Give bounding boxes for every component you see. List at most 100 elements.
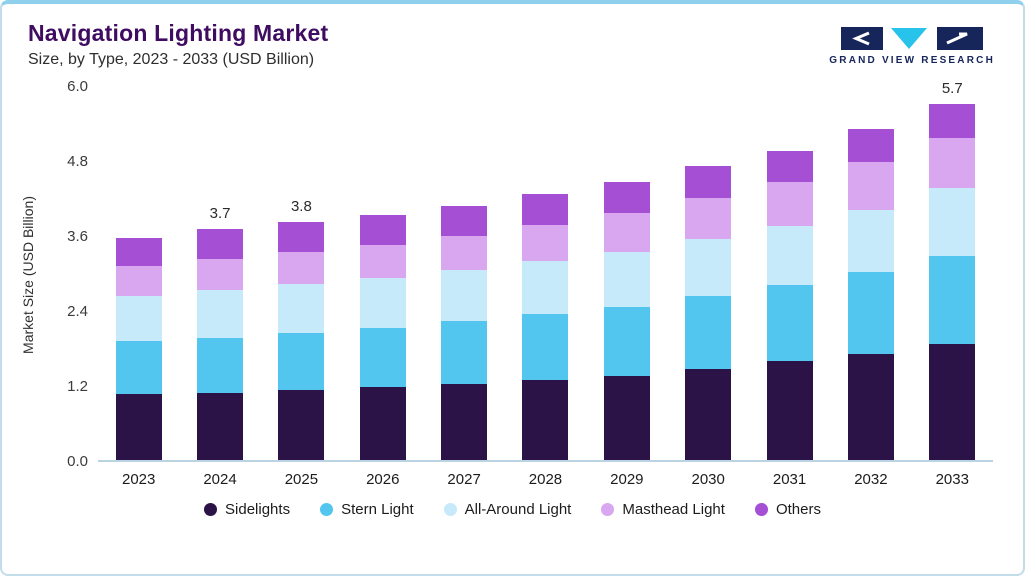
x-axis-labels: 2023 2024 2025 2026 2027 2028 2029 2030 2031 2032… [98, 462, 993, 488]
y-tick-label: 2.4 [67, 303, 88, 320]
bar-segment-all-around-light [685, 238, 732, 297]
bar-segment-others [197, 228, 244, 259]
bar-column-2025: 3.8 [261, 87, 342, 460]
bar-segment-others [359, 215, 406, 246]
bar-segment-stern-light [522, 314, 569, 380]
legend-swatch-all-around-light [443, 503, 457, 516]
x-axis-label: 2033 [935, 471, 969, 488]
bar-segment-all-around-light [115, 296, 162, 342]
bar-segment-sidelights [359, 386, 406, 460]
title-block: Navigation Lighting Market Size, by Type… [28, 20, 328, 69]
page-title: Navigation Lighting Market [28, 20, 329, 46]
chart-main: 3.7 3.8 5.7 2023 2024 2025 2026 2027 2028 2029 20… [98, 80, 993, 488]
bar-segment-all-around-light [278, 283, 325, 333]
bar-segment-sidelights [847, 353, 894, 460]
y-tick-label: 3.6 [67, 228, 88, 245]
page-subtitle: Size, by Type, 2023 - 2033 (USD Billion) [28, 51, 315, 68]
bar-segment-stern-light [929, 255, 976, 345]
y-tick-label: 1.2 [67, 378, 88, 395]
bar-column-2029 [586, 87, 667, 460]
bar-segment-others [847, 128, 894, 163]
bar-column-2023 [98, 87, 179, 460]
bar-segment-others [441, 205, 488, 236]
bar-column-2028 [505, 87, 586, 460]
x-axis-label: 2023 [121, 471, 156, 488]
x-axis-label: 2029 [610, 471, 644, 488]
chart-header: Navigation Lighting Market Size, by Type… [2, 4, 1023, 73]
bar-segment-masthead-light [522, 225, 569, 262]
x-axis-label: 2032 [854, 471, 888, 488]
bar-segment-others [278, 222, 325, 253]
bar-segment-stern-light [359, 327, 406, 387]
stacked-bar-2026 [359, 215, 406, 460]
bar-segment-masthead-light [847, 162, 894, 210]
stacked-bar-2033 [929, 103, 976, 460]
bar-segment-stern-light [441, 321, 488, 384]
bar-segment-masthead-light [278, 252, 325, 284]
bar-segment-all-around-light [197, 290, 244, 338]
bar-segment-sidelights [766, 361, 813, 460]
stacked-bar-2032 [847, 128, 894, 460]
y-tick-label: 0.0 [67, 453, 88, 470]
logo-mark-icon [841, 27, 984, 50]
bar-segment-stern-light [847, 272, 894, 354]
legend-label: Masthead Light [622, 501, 725, 518]
bar-segment-all-around-light [766, 225, 813, 285]
legend-item-sidelights: Sidelights [204, 501, 290, 518]
plot-area: 3.7 3.8 5.7 [98, 80, 993, 462]
stacked-bar-2027 [441, 205, 488, 460]
bar-segment-others [685, 166, 732, 198]
legend-swatch-sidelights [204, 503, 218, 516]
x-axis-label: 2024 [203, 471, 237, 488]
stacked-bar-2024 [197, 228, 244, 460]
logo-text: GRAND VIEW RESEARCH [829, 55, 995, 66]
bar-segment-sidelights [522, 380, 569, 460]
legend-label: Sidelights [225, 501, 291, 518]
stacked-bar-2031 [766, 150, 813, 460]
bar-segment-all-around-light [847, 209, 894, 273]
bar-segment-all-around-light [929, 188, 976, 256]
bar-column-2031 [749, 87, 830, 460]
y-axis-title: Market Size (USD Billion) [20, 195, 36, 354]
x-axis-label: 2028 [528, 471, 563, 488]
bar-segment-others [115, 238, 162, 267]
legend-item-others: Others [754, 501, 821, 518]
bar-segment-sidelights [685, 369, 732, 460]
grand-view-research-logo: GRAND VIEW RESEARCH [829, 26, 995, 66]
bar-segment-others [766, 150, 813, 182]
bar-segment-sidelights [929, 344, 976, 460]
bar-segment-masthead-light [359, 245, 406, 278]
bar-segment-sidelights [441, 383, 488, 460]
bar-segment-others [929, 103, 976, 139]
bar-segment-stern-light [685, 296, 732, 370]
bar-segment-all-around-light [359, 277, 406, 328]
bar-column-2032 [830, 87, 911, 460]
y-axis-title-wrap: Market Size (USD Billion) [20, 87, 36, 462]
bar-segment-masthead-light [685, 197, 732, 239]
stacked-bar-2030 [685, 166, 732, 460]
bar-segment-others [522, 194, 569, 226]
bar-segment-masthead-light [197, 258, 244, 290]
legend-item-stern-light: Stern Light [320, 501, 414, 518]
bar-value-label: 3.7 [209, 204, 231, 222]
bar-segment-sidelights [197, 392, 244, 460]
y-tick-label: 4.8 [67, 153, 88, 170]
bar-segment-masthead-light [441, 235, 488, 270]
bar-segment-sidelights [603, 375, 650, 460]
x-axis-label: 2031 [772, 471, 807, 488]
legend-label: All-Around Light [464, 501, 572, 518]
bar-column-2024: 3.7 [179, 87, 260, 460]
bar-segment-stern-light [278, 332, 325, 390]
x-axis-label: 2027 [447, 471, 481, 488]
legend-label: Stern Light [341, 501, 414, 518]
bar-column-2033: 5.7 [912, 80, 993, 460]
bar-segment-stern-light [115, 341, 162, 395]
bar-segment-stern-light [766, 284, 813, 362]
stacked-bar-2028 [522, 194, 569, 460]
legend-item-masthead-light: Masthead Light [601, 501, 725, 518]
stacked-bar-2025 [278, 222, 325, 460]
bar-segment-sidelights [278, 390, 325, 460]
bar-segment-masthead-light [766, 181, 813, 226]
bar-segment-all-around-light [603, 251, 650, 307]
